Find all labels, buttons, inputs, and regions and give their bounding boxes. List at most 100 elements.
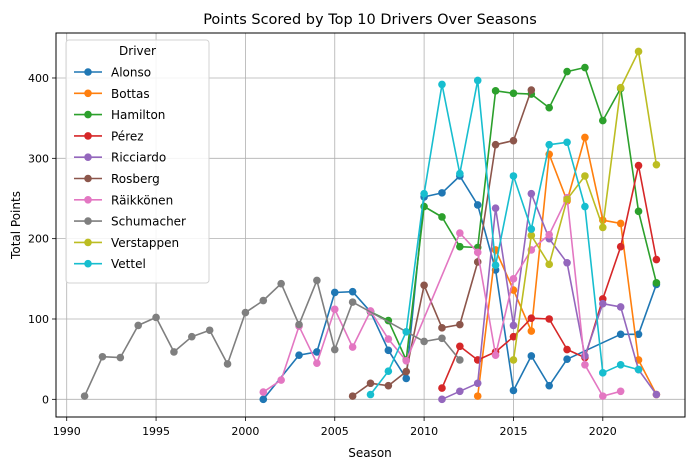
data-point-schumacher [330,345,339,354]
data-point-verstappen [509,356,518,364]
data-point-alonso [545,381,553,390]
y-tick-label: 0 [42,393,49,406]
legend-marker [84,238,92,247]
legend-label: Verstappen [111,236,179,250]
legend-label: Bottas [111,87,150,101]
data-point-rosberg [348,392,357,400]
data-point-alonso [330,288,339,297]
data-point-vettel [563,138,571,147]
data-point-raikkonen [581,360,589,369]
data-point-alonso [259,395,268,404]
legend-item: Räikkönen [74,193,173,207]
data-point-raikkonen [313,359,321,367]
data-point-raikkonen [277,376,285,384]
data-point-verstappen [581,172,589,180]
data-point-perez [545,315,553,323]
data-point-vettel [491,261,500,269]
y-tick-label: 100 [28,313,49,326]
data-point-verstappen [634,47,643,56]
legend-label: Räikkönen [111,193,173,207]
data-point-hamilton [491,87,500,95]
x-tick-label: 2015 [499,425,527,438]
data-point-perez [509,332,518,341]
series-rosberg [348,86,536,400]
data-point-vettel [402,328,411,336]
data-point-alonso [438,189,446,197]
series-vettel [366,76,643,399]
data-point-hamilton [545,103,553,112]
legend-marker [84,153,92,161]
data-point-perez [634,161,643,170]
data-point-rosberg [420,281,428,290]
data-point-alonso [527,352,536,360]
legend-item: Alonso [74,66,151,80]
data-point-bottas [616,219,625,228]
legend-label: Pérez [111,129,144,143]
data-point-rosberg [402,367,411,376]
data-point-schumacher [205,326,214,335]
data-point-vettel [384,367,393,376]
x-axis: 1990 1995 2000 2005 2010 2015 2020 [53,417,617,438]
data-point-verstappen [563,195,571,204]
data-point-vettel [527,225,536,233]
legend-label: Hamilton [111,108,165,122]
data-point-hamilton [438,213,446,221]
series-schumacher [80,276,464,400]
data-point-verstappen [527,231,536,240]
x-tick-label: 1995 [142,425,170,438]
data-point-vettel [438,80,446,89]
legend-marker [84,89,92,98]
data-point-schumacher [116,353,125,362]
data-point-ricciardo [599,299,607,308]
legend-item: Bottas [74,87,150,101]
plot-area [80,47,661,404]
chart-title: Points Scored by Top 10 Drivers Over Sea… [203,12,537,28]
legend-box [65,39,210,284]
data-point-ricciardo [456,387,464,396]
data-point-alonso [616,330,625,339]
series-raikkonen [259,193,625,400]
data-point-alonso [295,351,303,359]
legend-marker [84,259,92,268]
legend-item: Hamilton [74,108,165,122]
data-point-bottas [581,133,589,142]
series-verstappen [509,47,661,364]
series-line-rosberg [352,89,533,397]
data-point-alonso [348,287,357,296]
data-point-bottas [473,392,482,400]
data-point-rosberg [527,86,536,94]
data-point-hamilton [599,116,607,125]
data-point-ricciardo [563,258,571,267]
data-point-hamilton [634,207,643,216]
series-line-alonso [262,175,658,400]
data-point-vettel [634,365,643,374]
data-point-raikkonen [348,343,357,351]
data-point-hamilton [563,67,571,76]
legend-marker [84,217,92,225]
data-point-rosberg [509,136,518,145]
data-point-vettel [581,202,589,211]
data-point-hamilton [581,63,589,72]
data-point-raikkonen [330,305,339,314]
legend-marker [84,110,92,119]
series-line-vettel [369,79,639,395]
legend-item: Pérez [74,129,144,143]
legend-title: Driver [119,44,156,58]
data-point-schumacher [188,332,196,341]
data-point-perez [456,342,464,351]
data-point-schumacher [170,348,178,356]
axes-frame [55,32,686,418]
data-point-raikkonen [259,388,268,396]
legend-label: Rosberg [111,172,160,186]
data-point-raikkonen [491,351,500,359]
data-point-alonso [634,330,643,339]
data-point-rosberg [456,320,464,329]
data-point-hamilton [456,242,464,251]
legend-item: Rosberg [74,172,160,186]
legend-item: Verstappen [74,236,179,250]
data-point-vettel [366,390,375,399]
legend-item: Schumacher [74,215,186,229]
data-point-vettel [456,169,464,178]
x-tick-label: 1990 [53,425,81,438]
